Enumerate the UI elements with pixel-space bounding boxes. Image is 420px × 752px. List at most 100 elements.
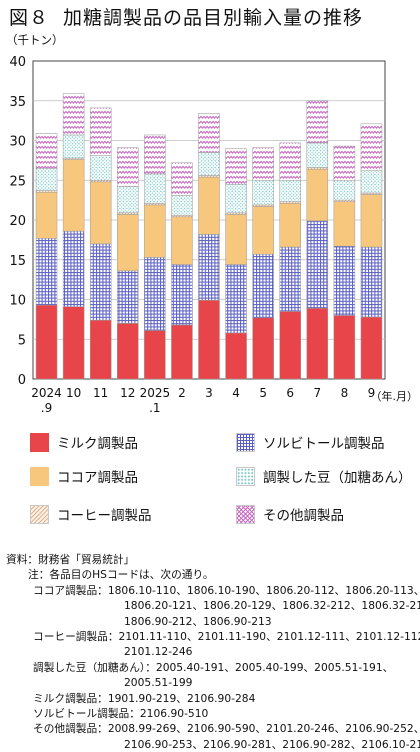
bar-series xyxy=(35,93,383,380)
bar-cocoa-2 xyxy=(89,181,112,245)
bar-milk-5 xyxy=(171,324,193,380)
bar-beans-12 xyxy=(360,170,383,194)
legend-swatch-milk xyxy=(30,432,49,452)
note-coffee-codes-1: 2101.11-110、2101.11-190、2101.12-111、2101… xyxy=(118,630,420,644)
bar-sorbitol-8 xyxy=(252,253,274,319)
note-cocoa-label: ココア調製品： xyxy=(33,583,108,597)
x-tick-9: 6 xyxy=(286,386,294,400)
bar-cocoa-9 xyxy=(279,203,301,248)
bar-milk-0 xyxy=(35,304,58,380)
x-tick-4-sub: .1 xyxy=(149,401,160,415)
bar-milk-3 xyxy=(117,323,139,380)
legend-label-coffee: コーヒー調製品 xyxy=(57,508,152,524)
bar-cocoa-1 xyxy=(62,159,85,232)
note-coffee-codes-2: 2101.12-246 xyxy=(124,645,193,659)
figure-title: 加糖調製品の品目別輸入量の推移 xyxy=(63,7,364,29)
legend-item-beans: 調製した豆（加糖あん） xyxy=(236,466,412,486)
x-tick-2: 11 xyxy=(93,386,108,400)
bar-other-4 xyxy=(144,134,166,175)
note-coffee-label: コーヒー調製品： xyxy=(33,630,119,644)
note-cocoa: ココア調製品：1806.10-110、1806.10-190、1806.20-1… xyxy=(6,583,420,598)
legend-item-coffee: コーヒー調製品 xyxy=(30,504,152,524)
legend-swatch-beans xyxy=(236,466,255,486)
bar-beans-9 xyxy=(279,180,301,202)
bar-other-9 xyxy=(279,142,301,181)
bar-other-8 xyxy=(252,147,274,181)
y-tick-35: 35 xyxy=(9,95,26,110)
bar-milk-8 xyxy=(252,317,274,380)
bar-cocoa-0 xyxy=(35,191,58,239)
note-beans: 調製した豆（加糖あん）：2005.40-191、2005.40-199、2005… xyxy=(6,660,418,675)
bar-cocoa-6 xyxy=(198,176,220,235)
bar-beans-4 xyxy=(144,173,166,204)
x-tick-12: 9 xyxy=(368,386,376,400)
x-tick-11: 8 xyxy=(341,386,349,400)
bar-sorbitol-12 xyxy=(360,246,383,318)
note-beans-codes-2: 2005.51-199 xyxy=(124,676,193,690)
bar-sorbitol-3 xyxy=(117,270,139,324)
bar-beans-0 xyxy=(35,168,58,191)
bar-other-6 xyxy=(198,113,220,153)
source-note: 資料：財務省「貿易統計」 xyxy=(6,553,135,566)
legend-label-other: その他調製品 xyxy=(263,508,344,524)
bar-beans-3 xyxy=(117,186,139,214)
note-milk: ミルク調製品：1901.90-219、2106.90-284 xyxy=(33,691,256,705)
y-tick-0: 0 xyxy=(18,373,26,388)
note-cocoa-codes-3: 1806.90-212、1806.90-213 xyxy=(124,614,272,628)
legend-item-other: その他調製品 xyxy=(236,504,344,524)
bar-cocoa-8 xyxy=(252,206,274,255)
bar-sorbitol-7 xyxy=(225,264,247,334)
bar-milk-9 xyxy=(279,311,301,380)
legend-swatch-cocoa xyxy=(30,466,49,486)
bar-beans-2 xyxy=(89,155,112,181)
bar-sorbitol-9 xyxy=(279,246,301,312)
bar-beans-1 xyxy=(62,134,85,159)
legend-label-milk: ミルク調製品 xyxy=(57,436,138,452)
x-tick-8: 5 xyxy=(259,386,267,400)
bar-beans-11 xyxy=(333,180,356,201)
chart-notes: 資料：財務省「貿易統計」 注：各品目のHSコードは、次の通り。 ココア調製品：1… xyxy=(6,552,420,752)
x-tick-1: 10 xyxy=(66,386,81,400)
note-other: その他調製品：2008.99-269、2106.90-590、2101.20-2… xyxy=(6,721,420,736)
bar-milk-7 xyxy=(225,332,247,380)
y-axis-label: （千トン） xyxy=(6,33,64,47)
bar-milk-6 xyxy=(198,300,220,380)
bar-sorbitol-4 xyxy=(144,257,166,331)
bar-milk-10 xyxy=(306,307,329,380)
note-other-codes-1: 2008.99-269、2106.90-590、2101.20-246、2106… xyxy=(107,722,420,736)
legend-item-milk: ミルク調製品 xyxy=(30,432,138,452)
legend-label-cocoa: ココア調製品 xyxy=(57,470,138,486)
x-tick-10: 7 xyxy=(313,386,321,400)
x-tick-6: 3 xyxy=(205,386,213,400)
bar-cocoa-4 xyxy=(144,204,166,258)
bar-beans-7 xyxy=(225,183,247,214)
y-tick-20: 20 xyxy=(9,214,26,229)
y-tick-15: 15 xyxy=(9,254,26,269)
x-tick-7: 4 xyxy=(232,386,240,400)
y-tick-10: 10 xyxy=(9,294,26,309)
legend-label-beans: 調製した豆（加糖あん） xyxy=(263,470,412,486)
bar-cocoa-5 xyxy=(171,216,193,265)
chart-title: 図８ 加糖調製品の品目別輸入量の推移 xyxy=(9,3,363,30)
note-cocoa-codes-1: 1806.10-110、1806.10-190、1806.20-112、1806… xyxy=(107,583,420,597)
legend-item-cocoa: ココア調製品 xyxy=(30,466,138,486)
bar-beans-8 xyxy=(252,180,274,206)
note-coffee: コーヒー調製品：2101.11-110、2101.11-190、2101.12-… xyxy=(6,629,420,644)
bar-sorbitol-11 xyxy=(333,245,356,316)
bar-milk-11 xyxy=(333,315,356,380)
note-other-codes-2: 2106.90-253、2106.90-281、2106.90-282、2106… xyxy=(124,737,420,751)
bar-cocoa-3 xyxy=(117,214,139,272)
bar-other-10 xyxy=(306,100,329,144)
bar-other-11 xyxy=(333,145,356,181)
y-tick-5: 5 xyxy=(18,333,26,348)
bar-sorbitol-2 xyxy=(89,243,112,321)
bar-beans-10 xyxy=(306,142,329,168)
bar-milk-12 xyxy=(360,316,383,380)
bar-milk-4 xyxy=(144,330,166,380)
bar-other-2 xyxy=(89,107,112,156)
bar-cocoa-7 xyxy=(225,214,247,265)
legend-item-sorbitol: ソルビトール調製品 xyxy=(236,432,385,452)
bar-sorbitol-6 xyxy=(198,234,220,301)
